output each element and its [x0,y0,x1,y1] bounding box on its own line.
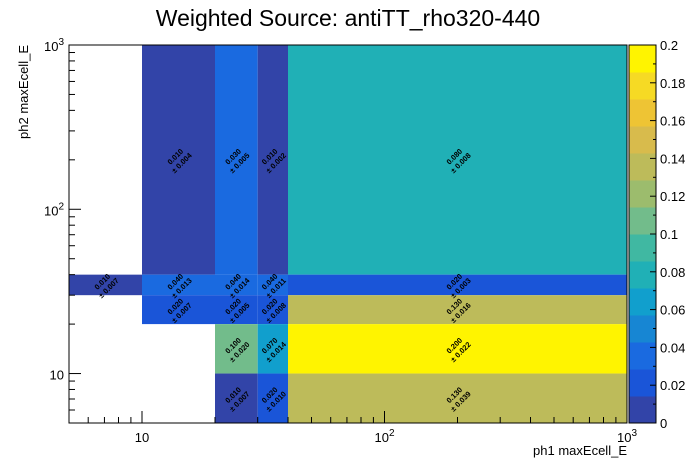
colorbar-segment [629,99,656,127]
heatmap-cell [214,373,258,423]
cell-label-group: 0.010± 0.004 [165,147,194,175]
colorbar-segment [629,261,656,289]
colorbar-tick-label: 0.04 [660,340,685,355]
x-tick-label: 10 [135,430,149,445]
colorbar-segment [629,288,656,316]
colorbar-segment [629,342,656,370]
heatmap-cell [141,295,215,325]
colorbar-tick-label: 0.1 [660,227,678,242]
heatmap-cell [214,45,258,275]
heatmap-cell [257,295,288,325]
heatmap-cell [287,324,627,374]
colorbar-segment [629,45,656,73]
colorbar-tick-label: 0 [660,416,667,431]
y-axis-title: ph2 maxEcell_E [16,45,31,139]
colorbar-tick-label: 0.06 [660,303,685,318]
heatmap-cell [287,373,627,423]
colorbar-segment [629,315,656,343]
heatmap-cell [287,295,627,325]
colorbar-segment [629,153,656,181]
heatmap-cell [257,373,288,423]
colorbar-segment [629,396,656,424]
heatmap-cell [287,45,627,275]
heatmap-cell [214,295,258,325]
colorbar-tick-label: 0.12 [660,189,685,204]
heatmap-cell [214,324,258,374]
plot-frame [68,44,628,424]
y-tick-label: 10 [50,368,64,383]
x-axis-title: ph1 maxEcell_E [533,443,627,458]
colorbar-segment [629,126,656,154]
colorbar-tick-label: 0.02 [660,378,685,393]
heatmap-cell [257,324,288,374]
heatmap-cells [69,45,627,423]
colorbar-tick-label: 0.2 [660,38,678,53]
colorbar-segment [629,234,656,262]
colorbar-segment [629,180,656,208]
colorbar-segment [629,72,656,100]
heatmap-cell [141,274,215,296]
y-tick-label: 102 [44,201,64,218]
colorbar-tick-label: 0.14 [660,151,685,166]
heatmap-cell [257,45,288,275]
colorbar-tick-label: 0.18 [660,76,685,91]
heatmap-cell [214,274,258,296]
heatmap-cell [69,274,142,296]
colorbar-segment [629,207,656,235]
heatmap-cell [257,274,288,296]
x-tick-label: 102 [374,428,394,445]
axes: 10 102 103 10 102 103 [44,37,637,445]
heatmap-cell [287,274,627,296]
colorbar-tick-label: 0.08 [660,265,685,280]
chart-title: Weighted Source: antiTT_rho320-440 [156,5,540,31]
heatmap-cell [141,45,215,275]
colorbar-segment [629,369,656,397]
x-tick-label: 103 [617,428,637,445]
colorbar-tick-label: 0.16 [660,114,685,129]
colorbar: 0 0.02 0.04 0.06 0.08 0.1 0.12 0.14 0.16 0.18 0.2 [628,38,685,431]
y-tick-label: 103 [44,37,64,54]
